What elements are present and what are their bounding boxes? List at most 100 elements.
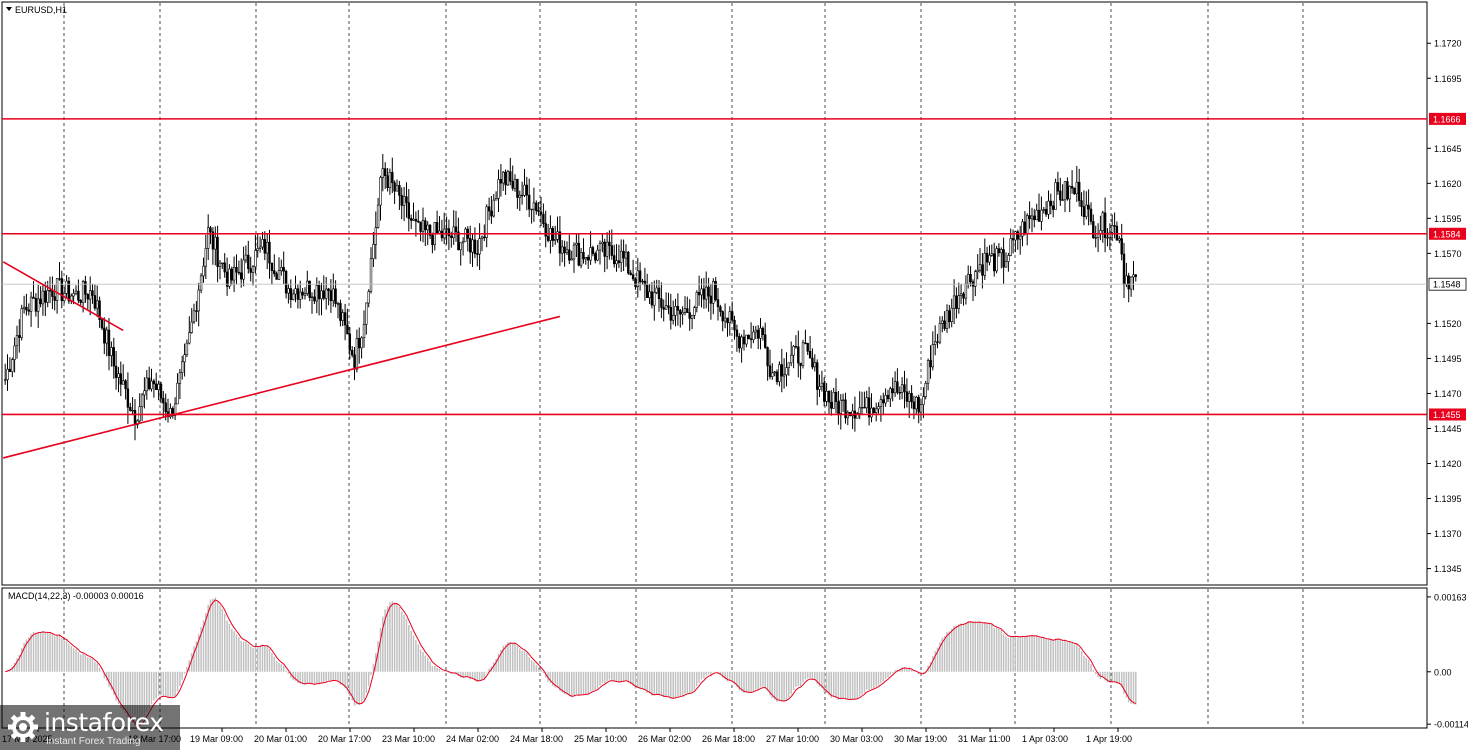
price-panel[interactable] <box>1 1 1428 586</box>
candle-body <box>1092 221 1095 239</box>
candle-body <box>704 286 708 300</box>
level-price-label: 1.1584 <box>1433 229 1461 239</box>
candle-body <box>683 308 687 313</box>
candle-body <box>1037 209 1041 222</box>
candle-body <box>738 336 741 349</box>
candle-body <box>1000 249 1003 254</box>
symbol-label[interactable]: EURUSD,H1 <box>6 5 67 15</box>
candle-body <box>520 194 524 197</box>
candle-body <box>334 288 337 304</box>
candle-body <box>197 289 200 312</box>
candle-body <box>1052 205 1055 210</box>
candle-body <box>844 399 847 419</box>
candle-body <box>929 360 932 368</box>
candle-body <box>837 401 840 414</box>
candle-body <box>176 382 179 405</box>
candle-body <box>152 380 156 385</box>
candle-body <box>1129 276 1133 290</box>
candle-body <box>221 262 224 264</box>
candle-body <box>450 235 453 238</box>
candle-body <box>985 252 989 263</box>
instaforex-logo-icon <box>8 712 38 742</box>
candle-body <box>579 252 583 266</box>
candle-body <box>11 359 14 372</box>
candle-body <box>1061 199 1064 201</box>
candle-body <box>822 382 826 402</box>
candle-body <box>572 244 576 260</box>
candle-body <box>100 319 104 329</box>
candle-body <box>619 250 623 263</box>
candle-body <box>719 306 722 312</box>
candle-body <box>679 309 682 315</box>
candle-body <box>601 241 604 244</box>
candle-body <box>605 241 609 257</box>
candle-body <box>294 288 297 295</box>
candle-body <box>143 390 146 396</box>
candle-body <box>643 280 647 286</box>
candle-body <box>910 392 913 403</box>
candle-body <box>195 310 198 312</box>
candle-body <box>563 246 566 254</box>
candle-body <box>207 227 210 249</box>
candle-body <box>398 185 401 196</box>
candle-body <box>820 382 824 387</box>
candle-body <box>183 354 186 363</box>
candle-body <box>58 278 61 280</box>
candle-body <box>733 319 736 331</box>
candle-body <box>164 402 167 412</box>
candle-body <box>454 226 458 233</box>
candle-body <box>310 296 314 298</box>
candle-body <box>214 236 217 250</box>
y-tick-label: 1.1395 <box>1434 494 1462 504</box>
macd-y-tick-label: -0.00114 <box>1434 720 1468 730</box>
candle-body <box>13 345 16 360</box>
candle-body <box>808 350 812 359</box>
candle-body <box>1016 231 1020 240</box>
candle-body <box>686 308 689 313</box>
x-tick-label: 26 Mar 18:00 <box>702 734 755 744</box>
candle-body <box>700 288 703 296</box>
candle-body <box>997 248 1001 254</box>
y-tick-label: 1.1570 <box>1434 249 1462 259</box>
candle-body <box>978 264 982 271</box>
macd-panel[interactable] <box>1 587 1428 729</box>
candle-body <box>1044 209 1048 215</box>
candle-body <box>523 184 526 196</box>
candle-body <box>169 408 172 418</box>
level-price-label: 1.1666 <box>1433 114 1461 124</box>
candle-body <box>553 239 557 241</box>
dropdown-triangle-icon[interactable] <box>6 7 12 11</box>
candle-body <box>74 290 78 294</box>
candle-body <box>204 248 207 267</box>
candle-body <box>886 394 890 400</box>
candle-body <box>827 390 831 403</box>
x-tick-label: 20 Mar 17:00 <box>318 734 371 744</box>
candle-body <box>244 254 248 261</box>
candle-body <box>190 321 193 333</box>
candle-body <box>284 270 288 294</box>
candle-body <box>110 347 113 356</box>
candle-body <box>289 288 292 300</box>
candle-body <box>598 243 602 251</box>
candle-body <box>723 317 727 322</box>
candle-body <box>974 271 977 287</box>
candle-body <box>747 334 750 340</box>
candle-body <box>353 354 356 370</box>
candle-body <box>896 381 899 393</box>
level-price-tag <box>1429 408 1466 421</box>
candle-body <box>53 296 56 301</box>
candle-body <box>615 260 618 265</box>
candle-body <box>60 278 64 302</box>
candle-body <box>818 386 821 390</box>
candle-body <box>504 171 507 186</box>
candle-body <box>365 302 368 325</box>
candle-body <box>787 362 791 368</box>
candle-body <box>405 196 408 203</box>
candle-body <box>301 291 304 296</box>
y-tick-label: 1.1495 <box>1434 354 1462 364</box>
candle-body <box>1125 275 1128 285</box>
candle-body <box>1085 204 1088 217</box>
candle-body <box>258 246 262 249</box>
candle-body <box>202 265 205 277</box>
